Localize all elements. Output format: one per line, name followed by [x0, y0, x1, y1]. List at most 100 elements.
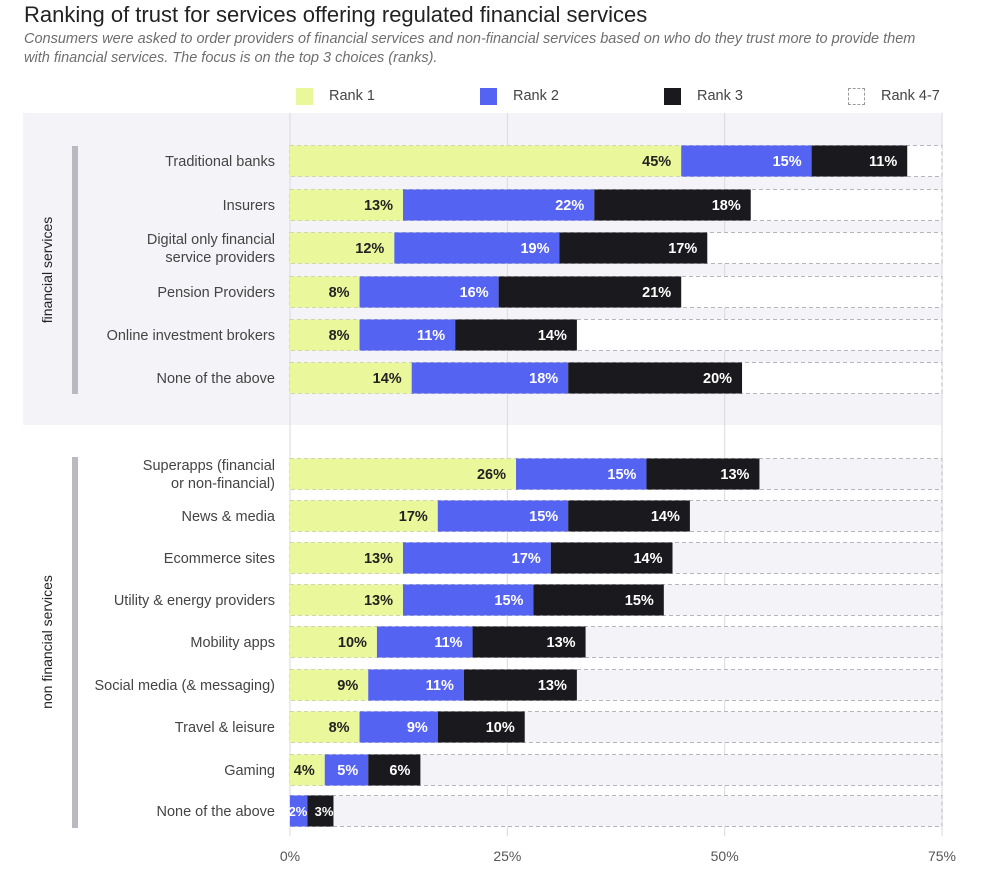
bar-rank-2-news-media	[437, 500, 569, 532]
bar-rank-2-mobility-apps	[376, 626, 473, 658]
group-bracket	[72, 457, 78, 828]
data-label-rank-2: 11%	[417, 328, 445, 344]
legend-item-rank-1[interactable]: Rank 1	[296, 86, 375, 106]
bar-rank-1-traditional-banks	[290, 145, 682, 177]
data-label-rank-3: 13%	[538, 678, 567, 694]
data-label-rank-2: 11%	[426, 678, 454, 694]
category-label: Pension Providers	[157, 285, 275, 301]
data-label-rank-1: 45%	[642, 154, 671, 170]
legend-swatch-rank-1	[296, 87, 313, 105]
bar-rank-2-pension-providers	[359, 276, 499, 308]
bar-rank-1-travel-leisure	[290, 711, 360, 743]
category-label: Travel & leisure	[175, 720, 275, 736]
data-label-rank-3: 14%	[651, 509, 680, 525]
data-label-rank-3: 20%	[703, 371, 732, 387]
bar-rank-2-travel-leisure	[359, 711, 438, 743]
legend-label-rank-1: Rank 1	[329, 88, 375, 104]
category-label: Gaming	[224, 763, 275, 779]
bar-rank-3-pension-providers	[498, 276, 682, 308]
data-label-rank-2: 15%	[494, 593, 523, 609]
data-label-rank-3: 21%	[642, 285, 671, 301]
bar-rank-3-insurers	[594, 189, 751, 221]
bar-rank-1-online-investment-brokers	[290, 319, 360, 351]
legend: Rank 1 Rank 2 Rank 3 Rank 4-7	[0, 86, 998, 106]
data-label-rank-3: 18%	[712, 198, 741, 214]
data-label-rank-2: 22%	[555, 198, 584, 214]
bar-rank-3-mobility-apps	[472, 626, 586, 658]
data-label-rank-1: 10%	[338, 635, 367, 651]
category-label: Utility & energy providers	[114, 593, 275, 609]
bar-rank-2-social-media-messaging	[368, 669, 464, 701]
data-label-rank-1: 4%	[294, 763, 315, 779]
chart-subtitle: Consumers were asked to order providers …	[24, 31, 916, 66]
category-label: Online investment brokers	[107, 328, 275, 344]
data-label-rank-2: 15%	[529, 509, 558, 525]
bar-rank-2-none-of-the-above	[411, 362, 569, 394]
bar-rank-1-pension-providers	[290, 276, 360, 308]
bar-rank-1-news-media	[290, 500, 438, 532]
data-label-rank-2: 16%	[460, 285, 489, 301]
data-label-rank-2: 15%	[773, 154, 802, 170]
data-label-rank-1: 8%	[329, 720, 350, 736]
data-label-rank-2: 15%	[607, 467, 636, 483]
bar-rank-3-online-investment-brokers	[455, 319, 577, 351]
data-label-rank-2: 9%	[407, 720, 428, 736]
x-tick-label: 75%	[928, 848, 956, 864]
bar-rank-3-traditional-banks	[811, 145, 908, 177]
group-label: financial services	[39, 217, 55, 324]
bar-rank-1-gaming	[290, 754, 325, 786]
data-label-rank-1: 12%	[355, 241, 384, 257]
x-tick-label: 0%	[280, 848, 300, 864]
bar-rank-1-utility-energy-providers	[290, 584, 404, 616]
data-label-rank-3: 13%	[547, 635, 576, 651]
group-label: non financial services	[39, 575, 55, 709]
bar-rank-2-digital-only-financial-service-providers	[394, 232, 560, 264]
x-tick-label: 50%	[711, 848, 739, 864]
data-label-rank-2: 19%	[520, 241, 549, 257]
data-label-rank-1: 8%	[329, 328, 350, 344]
bar-rank-2-gaming	[324, 754, 369, 786]
bar-remainder	[289, 795, 943, 827]
data-label-rank-3: 3%	[315, 804, 334, 819]
bar-rank-3-gaming	[368, 754, 421, 786]
legend-item-rank-2[interactable]: Rank 2	[480, 86, 559, 106]
category-label: None of the above	[156, 371, 275, 387]
data-label-rank-1: 13%	[364, 198, 393, 214]
bar-rank-3-social-media-messaging	[463, 669, 577, 701]
bar-rank-2-traditional-banks	[681, 145, 812, 177]
legend-item-rank-4-7[interactable]: Rank 4-7	[848, 86, 940, 106]
data-label-rank-3: 6%	[389, 763, 410, 779]
bar-rank-1-mobility-apps	[290, 626, 377, 658]
category-label: None of the above	[156, 804, 275, 820]
category-label: Social media (& messaging)	[94, 678, 275, 694]
data-label-rank-2: 5%	[337, 763, 358, 779]
x-tick-label: 25%	[493, 848, 521, 864]
data-label-rank-3: 14%	[633, 551, 662, 567]
bar-rank-3-ecommerce-sites	[550, 542, 673, 574]
bar-rank-1-insurers	[290, 189, 404, 221]
data-label-rank-1: 13%	[364, 551, 393, 567]
legend-label-rank-4-7: Rank 4-7	[881, 88, 940, 104]
category-label: Digital only financial	[147, 232, 275, 248]
data-label-rank-1: 14%	[373, 371, 402, 387]
legend-item-rank-3[interactable]: Rank 3	[664, 86, 743, 106]
bar-rank-2-none-of-the-above	[290, 795, 308, 827]
category-label: Insurers	[223, 198, 275, 214]
bar-rank-3-superapps-financial-or-non-financial	[646, 458, 760, 490]
bar-rank-1-none-of-the-above	[290, 362, 412, 394]
data-label-rank-1: 13%	[364, 593, 393, 609]
bar-rank-2-insurers	[403, 189, 595, 221]
data-label-rank-1: 26%	[477, 467, 506, 483]
bar-rank-2-online-investment-brokers	[359, 319, 456, 351]
data-label-rank-1: 17%	[399, 509, 428, 525]
category-label: or non-financial)	[171, 476, 275, 492]
category-label: Ecommerce sites	[164, 551, 275, 567]
bar-rank-1-superapps-financial-or-non-financial	[290, 458, 517, 490]
category-label: News & media	[182, 509, 276, 525]
data-label-rank-3: 10%	[486, 720, 515, 736]
legend-label-rank-3: Rank 3	[697, 88, 743, 104]
bar-rank-3-travel-leisure	[437, 711, 525, 743]
category-label: Traditional banks	[165, 154, 275, 170]
bar-rank-3-utility-energy-providers	[533, 584, 664, 616]
